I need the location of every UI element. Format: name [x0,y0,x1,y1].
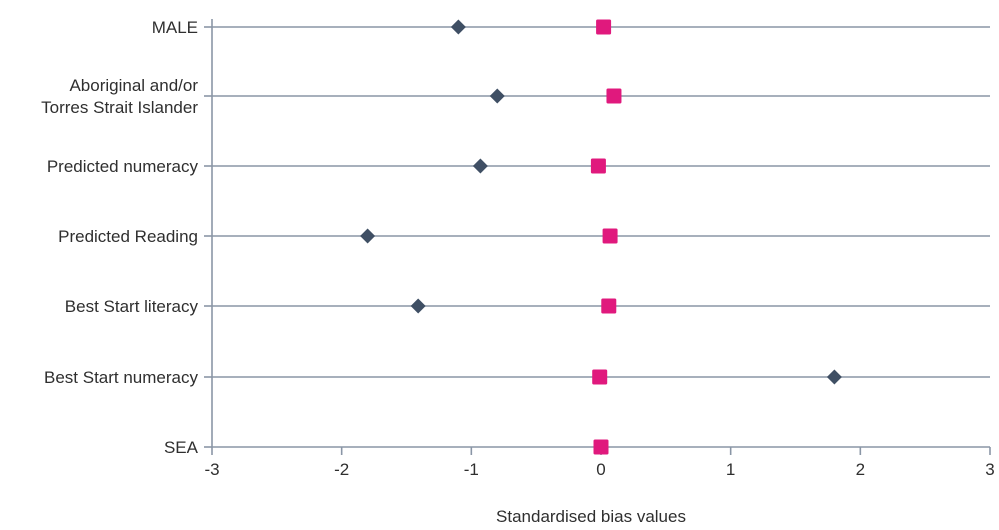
category-label: Best Start literacy [65,297,199,316]
series-0-diamond-point [410,298,426,314]
label-layer: MALE Aboriginal and/or Torres Strait Islan… [41,18,995,479]
category-label: Predicted Reading [58,227,198,246]
series-1-square-point [601,298,617,314]
marks-layer [360,19,842,455]
x-tick-label: -2 [334,460,349,479]
x-tick-label: 2 [856,460,865,479]
x-tick-label: -3 [204,460,219,479]
category-label: Predicted numeracy [47,157,199,176]
series-1-square-point [596,19,612,35]
category-label: MALE [152,18,198,37]
series-1-square-point [602,228,618,244]
series-1-square-point [593,439,609,455]
x-tick-label: 3 [985,460,994,479]
x-axis-title: Standardised bias values [496,507,686,526]
series-0-diamond-point [489,88,505,104]
series-0-diamond-point [360,228,376,244]
x-tick-label: 0 [596,460,605,479]
axis-layer [204,19,991,455]
series-0-diamond-point [472,158,488,174]
series-1-square-point [592,369,608,385]
x-tick-label: 1 [726,460,735,479]
series-1-square-point [606,88,622,104]
category-label: Best Start numeracy [44,368,199,387]
series-0-diamond-point [450,19,466,35]
category-label: SEA [164,438,199,457]
x-tick-label: -1 [464,460,479,479]
series-0-diamond-point [826,369,842,385]
category-label: Aboriginal and/or [69,76,198,95]
series-1-square-point [590,158,606,174]
category-label: Torres Strait Islander [41,98,198,117]
